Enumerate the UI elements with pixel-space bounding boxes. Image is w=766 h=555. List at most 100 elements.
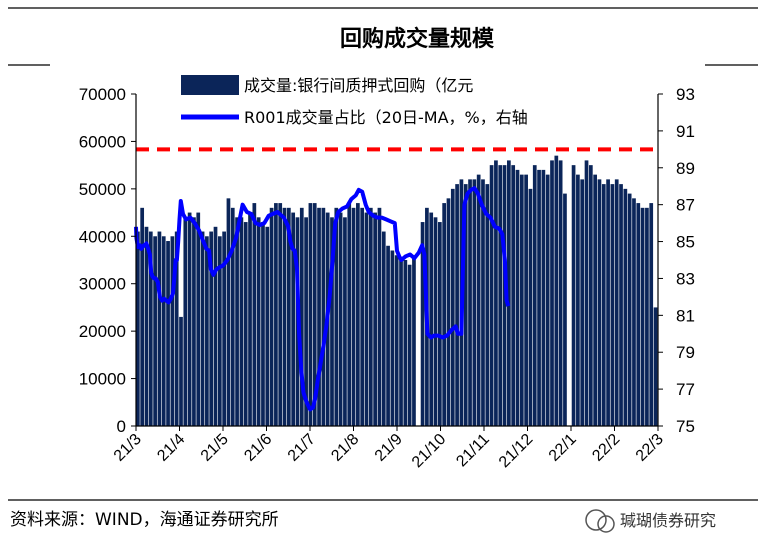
- bar: [623, 188, 628, 426]
- left-tick-label: 40000: [79, 227, 126, 246]
- bar: [645, 207, 649, 426]
- x-tick-label: 22/3: [633, 431, 667, 465]
- bar: [364, 212, 369, 426]
- left-tick-label: 10000: [79, 370, 126, 389]
- bar: [235, 217, 239, 426]
- bar: [481, 179, 485, 426]
- bar: [360, 207, 365, 426]
- bar: [291, 212, 296, 426]
- bar: [606, 179, 610, 426]
- right-tick-label: 93: [676, 85, 695, 104]
- bar: [351, 207, 356, 426]
- bar: [632, 198, 636, 426]
- right-tick-label: 79: [676, 343, 695, 362]
- bar: [576, 174, 580, 426]
- left-tick-label: 60000: [79, 132, 126, 151]
- bar: [386, 245, 390, 426]
- bar: [442, 203, 447, 426]
- bar: [217, 236, 222, 426]
- bar: [519, 174, 524, 426]
- bar: [256, 217, 261, 426]
- bar: [269, 207, 274, 426]
- watermark: 瑊瑚债券研究: [585, 509, 716, 533]
- bar: [407, 264, 412, 426]
- bar: [420, 222, 425, 426]
- bar: [200, 231, 205, 426]
- bar: [347, 203, 352, 426]
- bar: [554, 155, 559, 426]
- bar: [437, 222, 442, 426]
- bar: [338, 212, 343, 426]
- bar: [558, 160, 563, 426]
- x-tick-label: 22/2: [589, 431, 623, 465]
- x-tick-label: 22/1: [546, 431, 580, 465]
- bar: [308, 203, 313, 426]
- bar: [274, 203, 278, 426]
- bar: [498, 165, 503, 426]
- legend: 成交量:银行间质押式回购（亿元 R001成交量占比（20日-MA，%，右轴: [181, 75, 528, 127]
- bar: [489, 165, 494, 426]
- legend-bar-swatch: [181, 75, 239, 95]
- bar: [230, 207, 235, 426]
- bar: [265, 226, 270, 426]
- bar: [403, 260, 408, 426]
- right-tick-label: 85: [676, 233, 695, 252]
- bar: [584, 160, 589, 426]
- bar: [450, 188, 455, 426]
- bar: [205, 236, 209, 426]
- bar: [166, 241, 170, 426]
- bar: [610, 184, 615, 426]
- bar: [463, 184, 468, 426]
- bar: [541, 169, 546, 426]
- bar: [394, 255, 399, 426]
- bar: [588, 165, 593, 426]
- bar: [537, 169, 541, 426]
- bar: [356, 203, 360, 426]
- bar: [144, 226, 149, 426]
- left-tick-label: 20000: [79, 322, 126, 341]
- bar: [593, 174, 598, 426]
- bar: [494, 160, 498, 426]
- bar: [545, 174, 550, 426]
- bar: [515, 169, 520, 426]
- bar: [580, 179, 585, 426]
- bar: [153, 236, 157, 426]
- x-tick-label: 21/4: [154, 431, 188, 465]
- bar: [485, 184, 490, 426]
- bar: [157, 231, 162, 426]
- legend-line-label: R001成交量占比（20日-MA，%，右轴: [244, 108, 528, 127]
- left-tick-label: 30000: [79, 275, 126, 294]
- bar: [304, 217, 308, 426]
- bar: [343, 217, 347, 426]
- bar: [373, 212, 377, 426]
- left-tick-label: 50000: [79, 180, 126, 199]
- bar: [455, 184, 459, 426]
- bar: [299, 207, 304, 426]
- right-tick-label: 75: [676, 417, 695, 436]
- right-tick-label: 83: [676, 269, 695, 288]
- bar: [507, 160, 511, 426]
- bar: [286, 207, 291, 426]
- bar: [226, 198, 231, 426]
- chart-title: 回购成交量规模: [340, 26, 495, 52]
- left-tick-label: 70000: [79, 85, 126, 104]
- bar: [653, 307, 658, 426]
- x-tick-label: 21/6: [241, 431, 275, 465]
- x-tick-label: 21/5: [198, 431, 232, 465]
- bar: [209, 231, 214, 426]
- bar: [550, 160, 554, 426]
- bar: [148, 231, 153, 426]
- bar: [472, 179, 477, 426]
- bar: [187, 212, 192, 426]
- bar: [252, 203, 257, 426]
- bar: [248, 212, 252, 426]
- wechat-icon: [585, 509, 607, 531]
- x-tick-label: 21/7: [285, 431, 319, 465]
- bar: [524, 174, 528, 426]
- bar: [511, 165, 516, 426]
- right-tick-label: 77: [676, 380, 695, 399]
- bar: [528, 188, 533, 426]
- right-tick-label: 87: [676, 196, 695, 215]
- right-tick-label: 89: [676, 159, 695, 178]
